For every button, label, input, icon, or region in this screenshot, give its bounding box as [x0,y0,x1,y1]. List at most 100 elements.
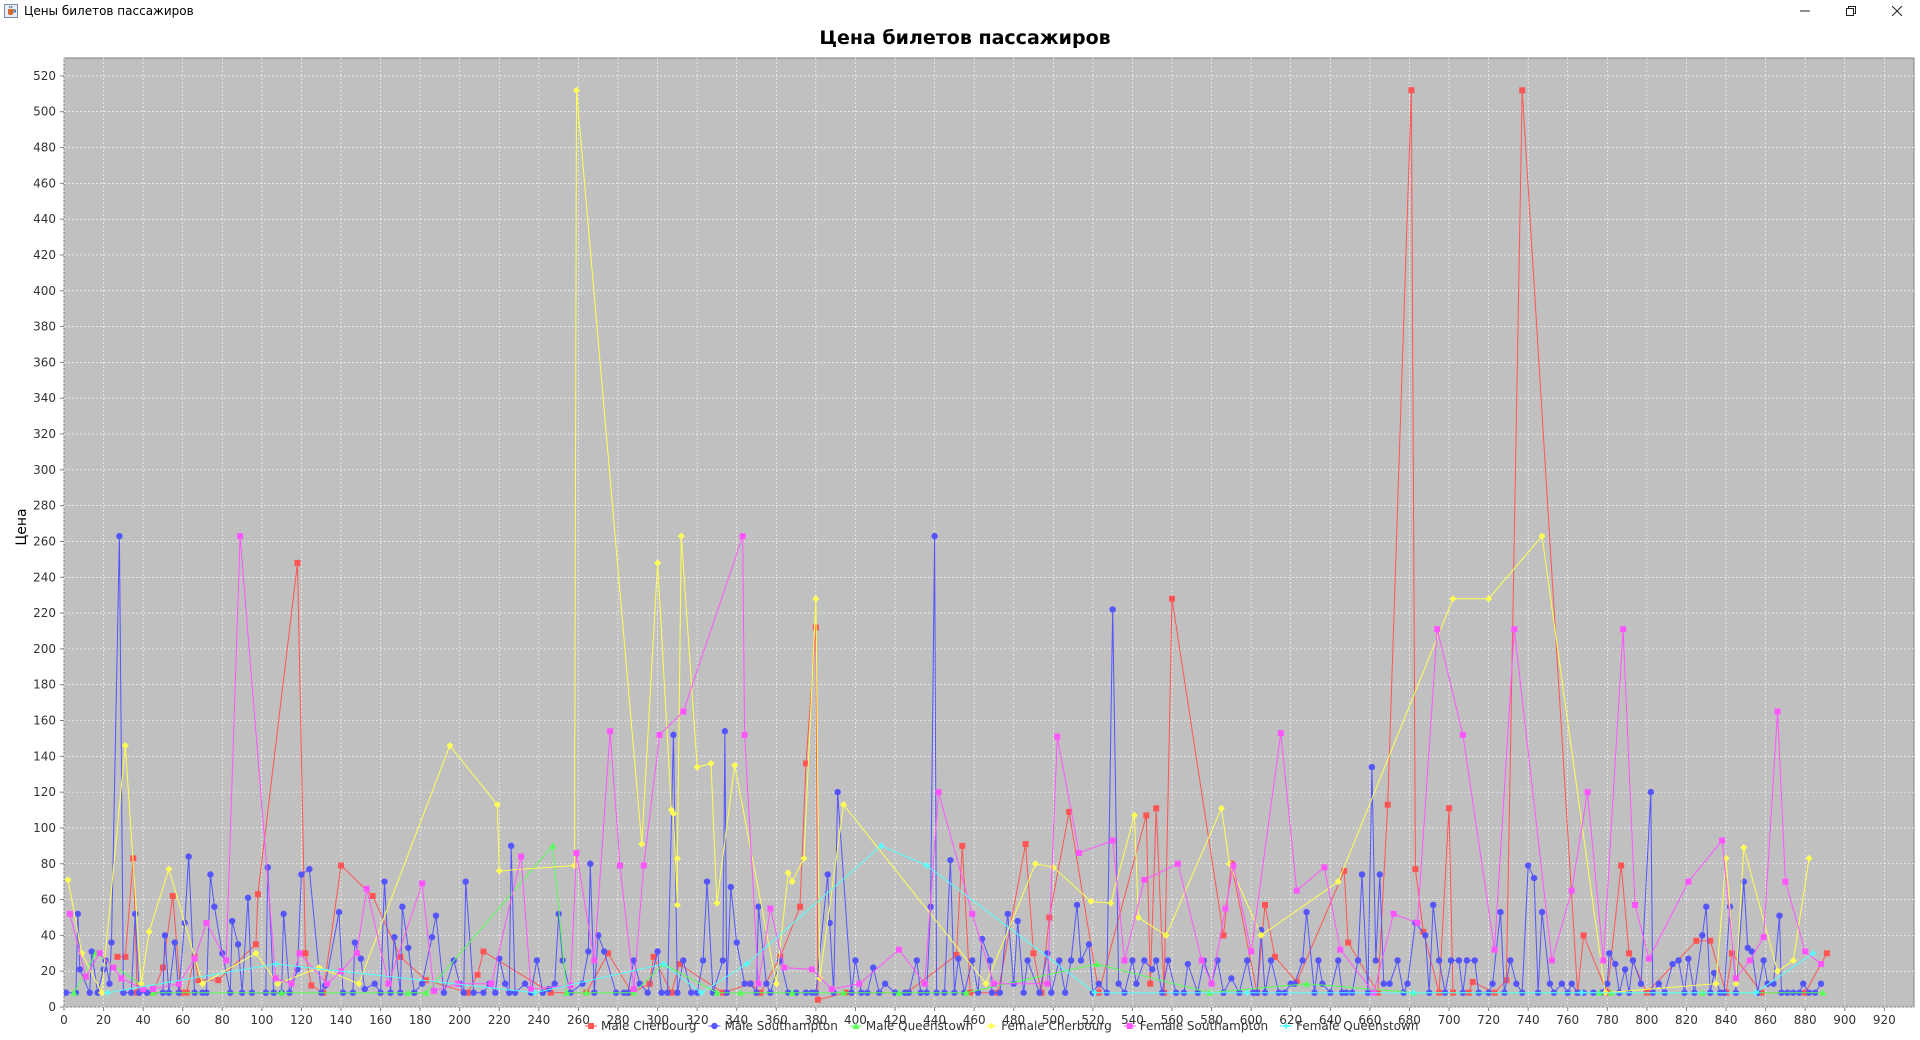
data-point [1147,980,1154,987]
data-point [335,908,343,916]
data-point [385,980,392,987]
series-female-queenstown [104,842,1817,996]
x-tick-label: 560 [1161,1013,1184,1027]
x-tick-label: 320 [686,1013,709,1027]
data-point [1198,957,1205,964]
data-point [1091,989,1098,996]
data-point [1580,932,1587,939]
data-point [122,953,129,960]
data-point [1618,862,1625,869]
data-point [1760,957,1767,964]
data-point [533,957,541,964]
data-point [1303,980,1311,987]
data-point [418,980,426,987]
data-point [1703,903,1710,910]
x-tick-label: 480 [1002,1013,1025,1027]
data-point [1048,989,1055,996]
y-tick-label: 240 [33,570,56,584]
data-point [278,989,286,996]
data-point [693,763,701,771]
y-tick-label: 300 [33,463,56,477]
data-point [64,989,70,996]
data-point [1248,948,1255,955]
x-tick-label: 580 [1200,1013,1223,1027]
legend-item: Female Cherbourg [985,1019,1112,1033]
data-point [108,939,115,946]
data-point [1655,980,1662,987]
restore-button[interactable] [1828,0,1874,22]
data-point [1257,931,1265,939]
data-point [699,957,707,964]
x-tick-label: 800 [1635,1013,1658,1027]
data-point [547,989,554,996]
data-point [668,989,675,996]
data-point [640,862,647,869]
data-point [923,862,930,869]
data-point [585,948,592,955]
data-point [431,987,437,994]
data-point [1358,871,1366,878]
data-point [1109,606,1116,613]
data-point [1782,878,1789,885]
data-point [361,985,368,993]
data-point [921,980,928,987]
data-point [211,903,218,910]
data-point [1277,730,1284,737]
data-point [1174,860,1181,867]
data-point [1447,957,1455,964]
series-female-southampton [66,533,1825,996]
data-point [324,980,331,987]
data-point [1354,957,1362,964]
x-tick-label: 0 [60,1013,68,1027]
data-point [1818,961,1825,968]
data-point [302,950,309,957]
close-button[interactable] [1874,0,1920,22]
data-point [878,842,885,849]
data-point [1220,932,1227,939]
data-point [1044,980,1051,987]
legend-marker [852,1022,860,1029]
data-point [493,801,501,809]
data-point [488,980,495,987]
data-point [1799,980,1807,987]
data-point [1107,899,1115,907]
data-point [1334,878,1342,886]
data-point [1485,595,1493,603]
minimize-button[interactable] [1782,0,1828,22]
data-point [165,865,173,873]
data-point [638,840,646,848]
y-tick-label: 380 [33,320,56,334]
data-point [947,856,954,864]
data-point [1712,980,1720,988]
data-point [104,989,111,996]
data-point [1774,708,1781,715]
data-point [982,980,990,988]
x-tick-label: 620 [1279,1013,1302,1027]
series-line [67,90,1810,995]
data-point [591,957,598,964]
data-point [630,989,638,996]
y-tick-label: 480 [33,141,56,155]
data-point [1748,948,1755,955]
y-tick-label: 500 [33,105,56,119]
x-tick-label: 660 [1358,1013,1381,1027]
data-point [1141,957,1148,964]
data-point [1345,939,1352,946]
data-point [650,953,657,960]
x-tick-label: 180 [409,1013,432,1027]
y-tick-label: 40 [41,928,56,942]
data-point [630,957,638,964]
data-point [440,989,448,996]
data-point [840,801,848,809]
data-point [1760,934,1767,941]
y-tick-label: 20 [41,964,56,978]
data-point [1024,957,1031,964]
data-point [423,977,430,984]
data-point [797,903,804,910]
data-point [1004,910,1011,918]
data-point [1335,957,1342,964]
data-point [772,980,780,988]
x-tick-label: 400 [844,1013,867,1027]
data-point [272,975,279,982]
legend-item: Male Cherbourg [585,1019,696,1033]
